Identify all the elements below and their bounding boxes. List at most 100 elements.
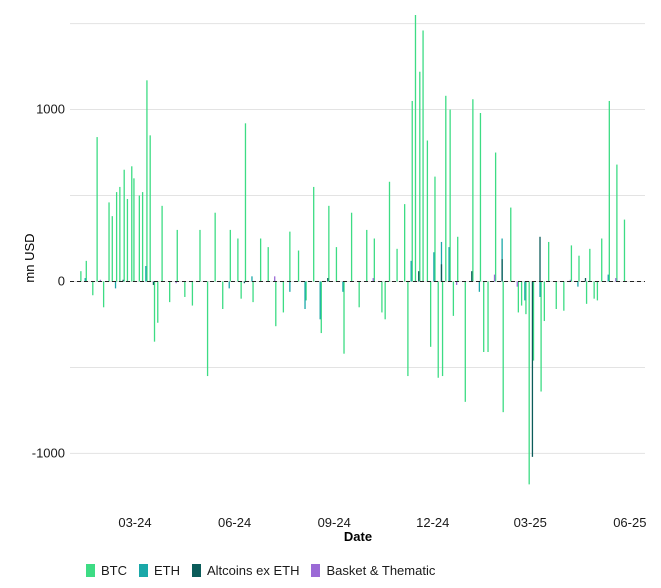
bar <box>133 178 135 282</box>
bar <box>138 195 141 282</box>
y-tick-label: 0 <box>58 273 65 288</box>
legend-label: Basket & Thematic <box>326 563 436 578</box>
bar <box>342 281 344 292</box>
bar <box>373 238 375 282</box>
bar <box>240 281 242 299</box>
legend-item: ETH <box>139 563 180 578</box>
bar <box>141 192 144 282</box>
x-tick-labels: 03-24 06-24 09-24 12-24 03-25 06-25 <box>118 515 646 530</box>
bar <box>96 137 98 282</box>
x-tick-label: 09-24 <box>318 515 351 530</box>
bar <box>539 281 541 297</box>
bar <box>161 205 163 282</box>
bar <box>320 281 322 334</box>
gridlines <box>70 23 645 454</box>
bar <box>433 252 435 282</box>
bar <box>184 281 186 297</box>
bar <box>441 281 444 377</box>
bar <box>289 231 291 282</box>
bar <box>418 271 420 282</box>
bar <box>457 236 459 282</box>
y-axis-title: mn USD <box>22 233 37 282</box>
bar <box>319 281 321 320</box>
bar <box>122 279 124 282</box>
bar <box>516 281 518 287</box>
x-tick-label: 06-24 <box>218 515 251 530</box>
bar <box>358 281 360 308</box>
x-tick-label: 03-24 <box>118 515 151 530</box>
bar <box>472 99 474 282</box>
bar <box>487 281 489 352</box>
x-tick-label: 06-25 <box>613 515 646 530</box>
bar <box>455 281 458 285</box>
bar <box>102 281 105 308</box>
bar <box>114 281 117 289</box>
bar <box>543 281 545 322</box>
bar <box>596 281 599 301</box>
bar <box>149 135 151 282</box>
x-tick-label: 12-24 <box>416 515 449 530</box>
bar <box>589 248 591 282</box>
bar <box>85 260 87 282</box>
bar <box>80 271 82 282</box>
bar <box>501 259 503 282</box>
legend-item: Altcoins ex ETH <box>192 563 299 578</box>
bar <box>243 281 246 284</box>
bar <box>616 164 618 282</box>
legend: BTC ETH Altcoins ex ETH Basket & Thematic <box>86 563 447 578</box>
bar <box>623 219 626 282</box>
y-tick-label: -1000 <box>32 445 65 460</box>
bar <box>313 186 315 282</box>
bar <box>577 281 579 287</box>
bar <box>493 274 496 282</box>
bar <box>297 250 300 282</box>
bar <box>175 281 177 284</box>
bar <box>569 279 571 282</box>
bar <box>381 281 383 313</box>
bar <box>384 281 386 320</box>
bar <box>327 278 329 282</box>
bar <box>540 281 542 392</box>
bar <box>601 238 603 282</box>
bar <box>528 281 530 485</box>
x-axis-title: Date <box>344 529 372 544</box>
bar <box>388 181 391 282</box>
bar <box>555 281 557 309</box>
bar <box>440 241 443 282</box>
bar <box>563 281 565 311</box>
bar <box>422 30 424 282</box>
bars <box>80 15 626 485</box>
bar <box>445 95 447 282</box>
bar <box>237 238 239 282</box>
bar <box>502 281 504 413</box>
legend-swatch <box>311 564 321 577</box>
bar <box>570 245 573 282</box>
bar <box>275 281 277 327</box>
bar <box>289 281 291 292</box>
bar <box>404 204 406 282</box>
bar <box>411 100 413 282</box>
x-tick-label: 03-25 <box>514 515 547 530</box>
bar <box>153 281 156 342</box>
bar <box>274 276 276 282</box>
bar <box>152 281 155 285</box>
y-tick-label: 1000 <box>36 102 65 117</box>
bar <box>479 113 482 282</box>
bar <box>119 186 121 282</box>
bar <box>531 281 534 457</box>
legend-label: ETH <box>154 563 180 578</box>
bar <box>517 281 520 313</box>
bar <box>84 278 86 282</box>
bar <box>593 281 595 299</box>
bar <box>478 281 481 292</box>
bar <box>350 212 353 282</box>
bar <box>229 229 231 282</box>
bar <box>304 281 306 309</box>
bar <box>510 207 512 282</box>
bar <box>244 123 247 282</box>
bar <box>426 140 429 282</box>
bar <box>228 281 230 289</box>
bar <box>157 281 159 323</box>
bar <box>146 80 148 282</box>
bar <box>169 281 171 303</box>
